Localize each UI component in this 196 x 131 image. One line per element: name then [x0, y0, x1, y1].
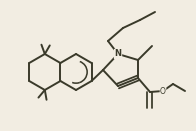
- Text: O: O: [160, 86, 166, 95]
- Text: N: N: [114, 50, 122, 59]
